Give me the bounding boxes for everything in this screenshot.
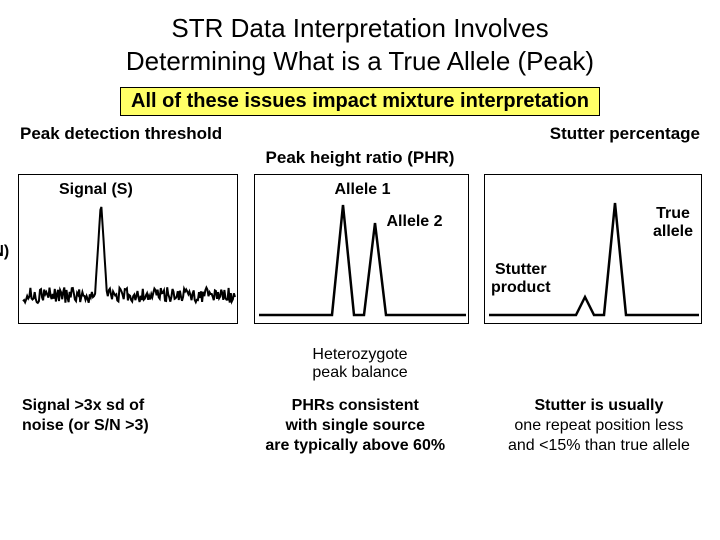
label-true-allele: Trueallele bbox=[653, 205, 693, 240]
bottom-left-l2: noise (or S/N >3) bbox=[22, 417, 149, 434]
label-noise: Noise (N) bbox=[0, 243, 9, 261]
bottom-left-l1: Signal >3x sd of bbox=[22, 397, 144, 414]
panels-row: Signal (S) Noise (N) Allele 1 Allele 2 T… bbox=[0, 168, 720, 324]
bottom-mid: PHRs consistent with single source are t… bbox=[229, 396, 482, 456]
bottom-right-l3: and <15% than true allele bbox=[508, 437, 690, 454]
page-title: STR Data Interpretation Involves Determi… bbox=[0, 0, 720, 77]
label-peak-detection: Peak detection threshold bbox=[20, 124, 222, 144]
bottom-right: Stutter is usually one repeat position l… bbox=[492, 396, 706, 456]
panel-stutter: Trueallele Stutterproduct bbox=[484, 174, 702, 324]
label-allele-1: Allele 1 bbox=[335, 181, 391, 199]
highlight-wrap: All of these issues impact mixture inter… bbox=[0, 77, 720, 116]
title-line-2: Determining What is a True Allele (Peak) bbox=[126, 46, 594, 76]
bottom-right-lead: Stutter is usually bbox=[534, 397, 663, 414]
label-heterozygote-balance: Heterozygotepeak balance bbox=[0, 328, 720, 382]
bottom-mid-l2: with single source bbox=[285, 417, 425, 434]
label-stutter-product: Stutterproduct bbox=[491, 261, 551, 296]
stutter-plot bbox=[485, 175, 703, 325]
label-heterozygote-balance-text: Heterozygotepeak balance bbox=[312, 346, 407, 381]
highlight-box: All of these issues impact mixture inter… bbox=[120, 87, 600, 116]
label-allele-2: Allele 2 bbox=[387, 213, 443, 231]
bottom-mid-l3: are typically above 60% bbox=[265, 437, 445, 454]
label-signal: Signal (S) bbox=[59, 181, 133, 199]
section-labels-row: Peak detection threshold Stutter percent… bbox=[0, 116, 720, 144]
panel-phr: Allele 1 Allele 2 bbox=[254, 174, 469, 324]
label-phr: Peak height ratio (PHR) bbox=[0, 148, 720, 168]
label-stutter-percentage: Stutter percentage bbox=[550, 124, 700, 144]
panel-signal-noise: Signal (S) Noise (N) bbox=[18, 174, 238, 324]
bottom-left: Signal >3x sd of noise (or S/N >3) bbox=[14, 396, 219, 456]
bottom-mid-l1: PHRs consistent bbox=[292, 397, 419, 414]
label-true-allele-text: Trueallele bbox=[653, 205, 693, 240]
label-stutter-product-text: Stutterproduct bbox=[491, 261, 551, 296]
bottom-right-l2: one repeat position less bbox=[514, 417, 683, 434]
bottom-row: Signal >3x sd of noise (or S/N >3) PHRs … bbox=[0, 382, 720, 456]
title-line-1: STR Data Interpretation Involves bbox=[171, 13, 548, 43]
